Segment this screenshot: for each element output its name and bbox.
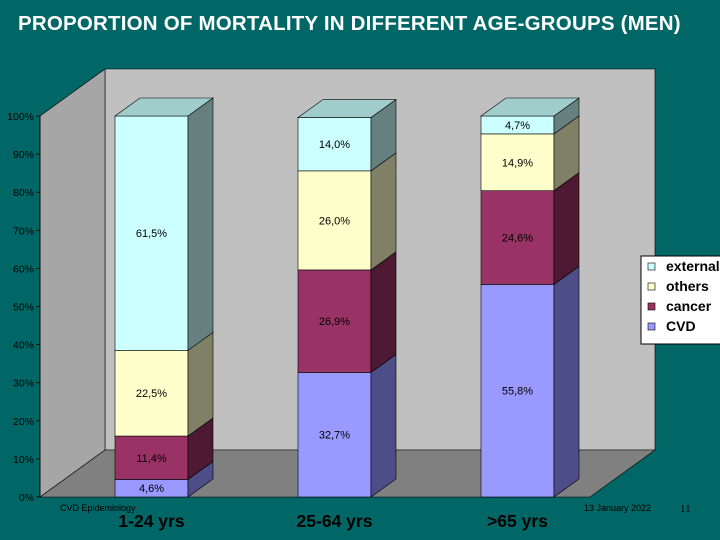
y-tick-label: 50%: [13, 302, 34, 314]
bar-segment-others: [297, 170, 372, 271]
bar-side-others: [370, 152, 397, 271]
bar-side-cancer: [370, 251, 397, 373]
legend-label: CVD: [666, 318, 696, 334]
bar-segment-cancer: [297, 269, 372, 373]
bar-segment-cancer: [114, 435, 189, 480]
data-label: 22,5%: [136, 388, 167, 400]
y-tick-label: 90%: [13, 149, 34, 161]
data-label: 26,9%: [319, 316, 350, 328]
bar-segment-cvd: [297, 372, 372, 498]
data-label: 11,4%: [136, 453, 167, 465]
y-tick-label: 60%: [13, 263, 34, 275]
y-tick-label: 20%: [13, 416, 34, 428]
legend-swatch-cvd: [647, 322, 656, 331]
bar-segment-others: [114, 350, 189, 437]
bar-top-face: [480, 97, 580, 117]
x-category-label: 1-24 yrs: [118, 511, 184, 531]
slide-title: PROPORTION OF MORTALITY IN DIFFERENT AGE…: [18, 12, 681, 35]
bar-side-cancer: [553, 172, 580, 285]
footer-date: 13 January 2022: [584, 503, 652, 513]
legend-label: others: [666, 278, 709, 294]
bar-segment-external: [297, 117, 372, 172]
data-label: 4,6%: [139, 483, 164, 495]
data-label: 61,5%: [136, 228, 167, 240]
bar-segment-external: [114, 115, 189, 351]
data-label: 32,7%: [319, 430, 350, 442]
bar-segment-cancer: [480, 190, 555, 285]
bar-segment-cvd: [480, 284, 555, 498]
bar-side-cvd: [553, 265, 580, 498]
data-label: 26,0%: [319, 215, 350, 227]
data-label: 4,7%: [505, 120, 530, 132]
x-category-label: >65 yrs: [487, 511, 548, 531]
legend-label: external: [666, 258, 720, 274]
y-tick-label: 10%: [13, 454, 34, 466]
y-tick-label: 0%: [19, 492, 34, 504]
bar-top-face: [114, 97, 214, 117]
chart-side-wall: [39, 68, 106, 498]
bar-side-external: [187, 97, 214, 351]
legend-label: cancer: [666, 298, 712, 314]
legend-swatch-external: [647, 262, 656, 271]
data-label: 55,8%: [502, 386, 533, 398]
data-label: 14,0%: [319, 139, 350, 151]
legend-swatch-cancer: [647, 302, 656, 311]
y-tick-label: 100%: [7, 111, 34, 123]
y-tick-label: 80%: [13, 187, 34, 199]
bar-segment-others: [480, 133, 555, 191]
y-tick-label: 30%: [13, 378, 34, 390]
bar-top-face: [297, 99, 397, 118]
legend-swatch-others: [647, 282, 656, 291]
footer-left: CVD Epidemiology: [60, 503, 136, 513]
x-category-label: 25-64 yrs: [297, 511, 373, 531]
data-label: 24,6%: [502, 233, 533, 245]
page-number: 11: [680, 503, 691, 515]
data-label: 14,9%: [502, 157, 533, 169]
y-tick-label: 40%: [13, 340, 34, 352]
y-tick-label: 70%: [13, 225, 34, 237]
bar-side-cvd: [370, 353, 397, 498]
